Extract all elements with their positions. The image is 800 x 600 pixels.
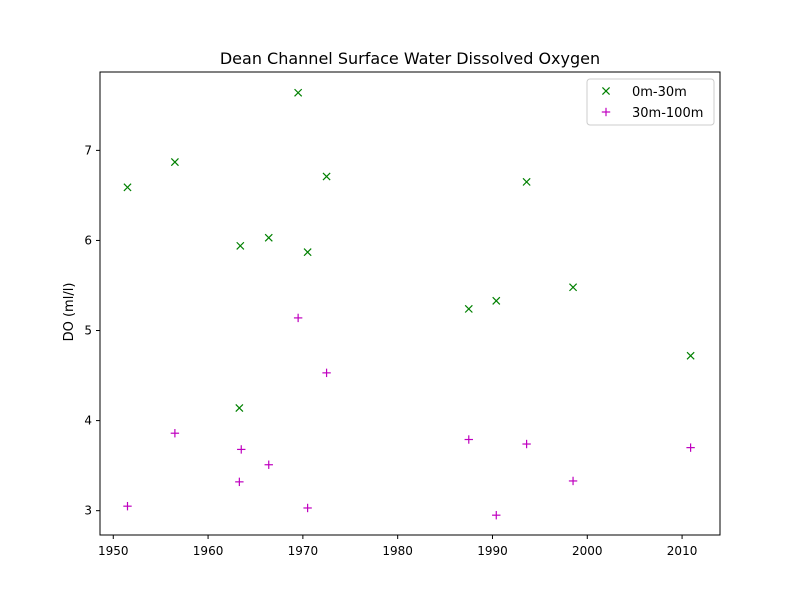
y-tick-label: 4 [84,414,92,428]
y-tick-label: 7 [84,143,92,157]
chart-title: Dean Channel Surface Water Dissolved Oxy… [220,49,600,68]
legend-box [586,78,715,126]
data-point [569,283,578,292]
y-tick-label: 6 [84,233,92,247]
x-tick-label: 1980 [382,544,413,558]
y-axis-label: DO (ml/l) [62,283,77,342]
data-point [686,351,695,360]
y-axis-ticks: 3 4 5 6 7 [84,143,100,518]
data-point [303,248,312,257]
data-point [264,460,273,469]
series-deep [123,313,695,520]
x-axis-ticks: 1950 1960 1970 1980 1990 2000 2010 [98,535,697,558]
data-point [492,510,501,520]
data-point [322,172,331,181]
x-tick-label: 1950 [98,544,129,558]
data-point [170,158,179,167]
legend-label: 30m-100m [632,106,703,121]
data-point [237,445,246,454]
data-point [492,296,501,305]
legend-marker [601,107,611,117]
y-tick-label: 3 [84,504,92,518]
data-point [464,435,473,444]
x-tick-label: 1970 [288,544,319,558]
legend-label: 0m-30m [632,85,687,100]
data-point [235,477,244,487]
data-point [264,233,273,242]
data-point [522,439,531,449]
series-layer [123,88,695,520]
data-point [568,476,578,486]
plot-area [99,71,721,536]
x-tick-label: 1960 [193,544,224,558]
data-point [293,313,303,323]
data-point [322,368,331,378]
series-shallow [123,88,695,413]
y-tick-label: 5 [84,324,92,338]
data-point [303,503,312,513]
x-tick-label: 2000 [572,544,603,558]
data-point [123,183,132,192]
x-tick-label: 1990 [477,544,508,558]
data-point [170,429,180,438]
legend-marker [601,86,611,96]
data-point [294,88,303,97]
x-tick-label: 2010 [667,544,698,558]
legend: 0m-30m 30m-100m [586,78,715,126]
data-point [464,304,473,313]
data-point [686,443,695,452]
data-point [123,501,132,511]
data-point [236,241,245,250]
data-point [522,177,531,186]
axes-frame [99,71,721,536]
data-point [235,403,244,413]
